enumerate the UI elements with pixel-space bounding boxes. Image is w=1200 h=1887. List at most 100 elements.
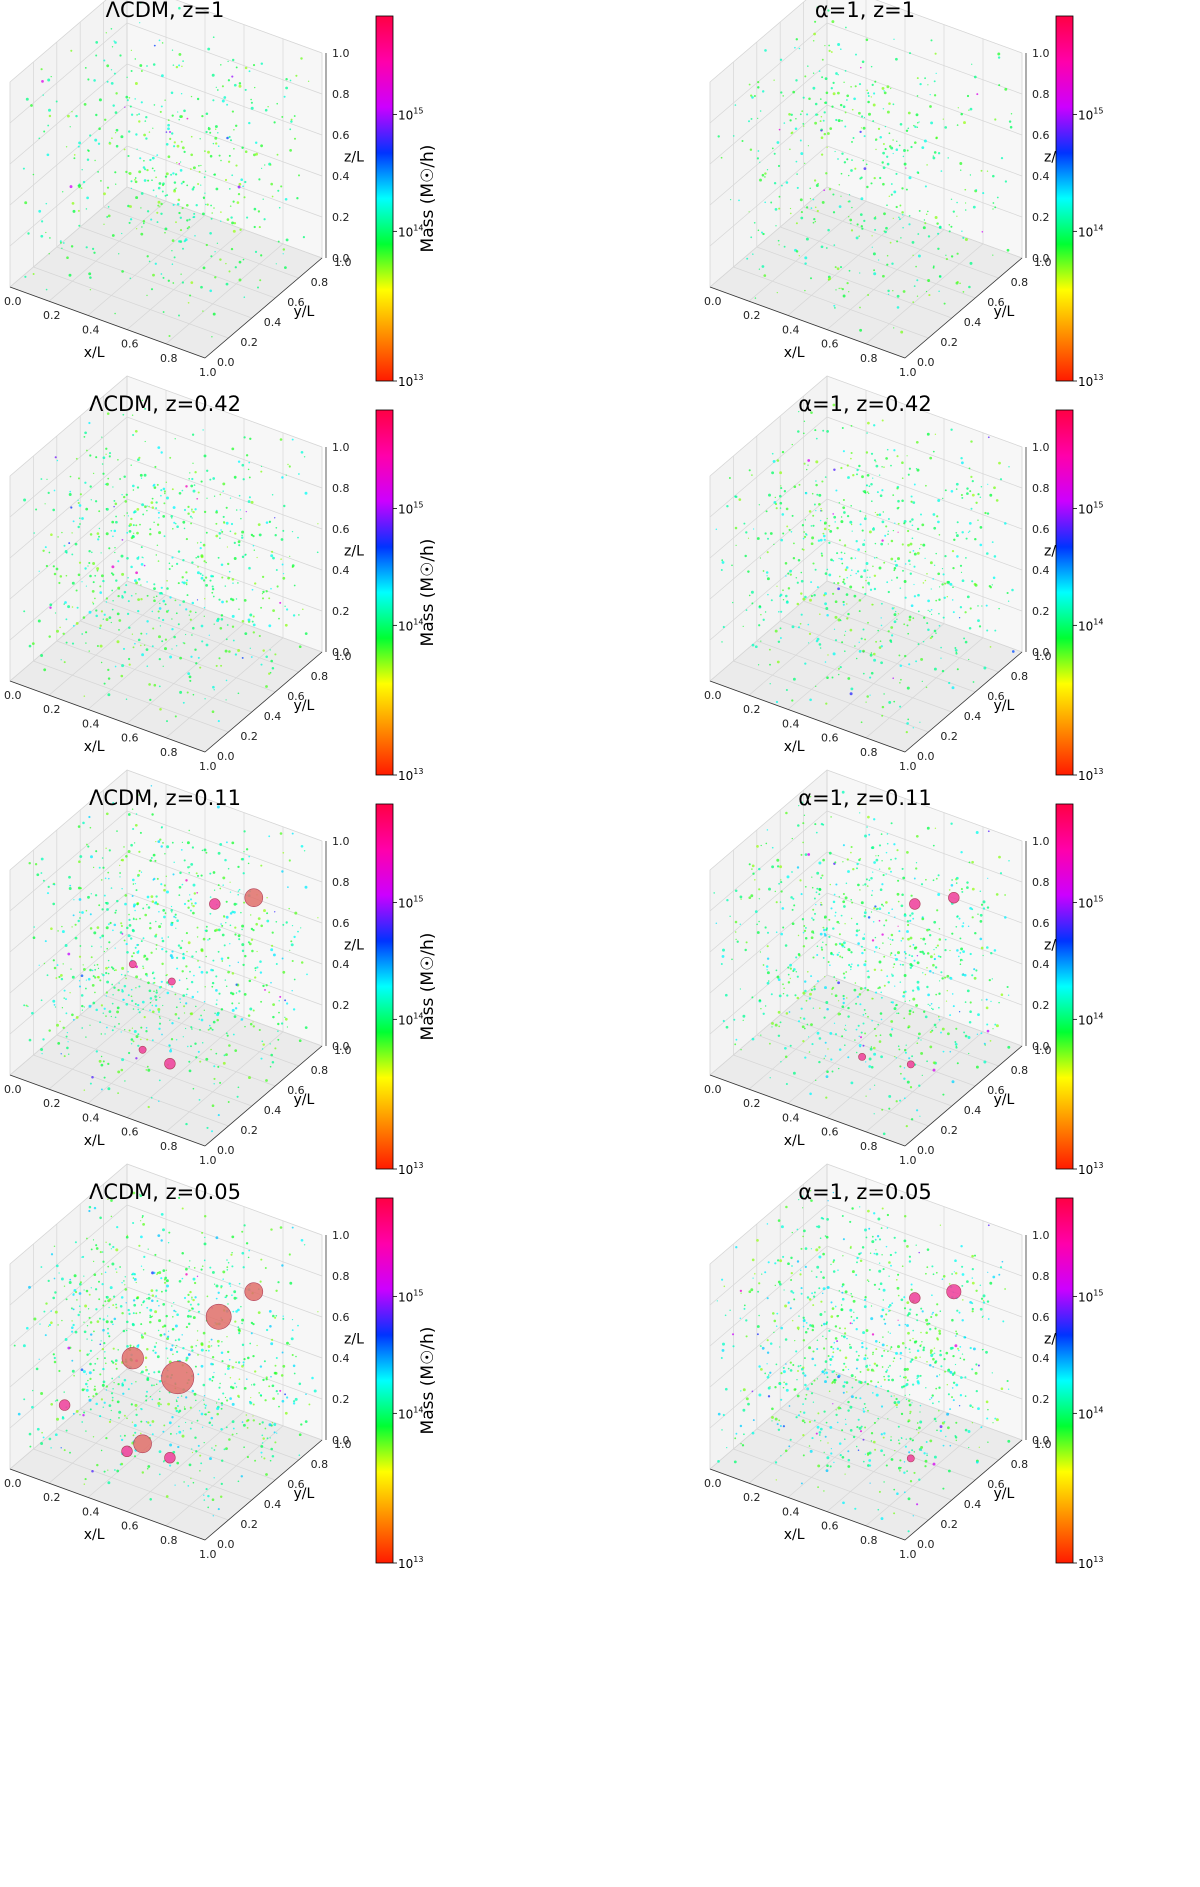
halo-point bbox=[193, 1267, 196, 1269]
halo-point bbox=[852, 474, 855, 477]
halo-point bbox=[273, 1371, 277, 1375]
halo-point bbox=[44, 1334, 47, 1337]
halo-point bbox=[104, 1300, 107, 1303]
halo-point bbox=[212, 36, 215, 39]
halo-point bbox=[89, 134, 92, 137]
halo-point bbox=[935, 993, 938, 996]
halo-point bbox=[252, 1021, 254, 1023]
halo-point bbox=[880, 991, 882, 994]
halo-point bbox=[145, 648, 149, 651]
halo-point bbox=[893, 607, 895, 609]
halo-point bbox=[924, 77, 926, 80]
halo-point bbox=[215, 1236, 219, 1240]
halo-point bbox=[210, 255, 213, 258]
halo-point bbox=[230, 597, 233, 601]
halo-point bbox=[819, 98, 822, 100]
halo-point bbox=[98, 1280, 100, 1283]
halo-point bbox=[202, 310, 204, 312]
halo-point bbox=[174, 1013, 178, 1016]
halo-point bbox=[812, 514, 815, 517]
halo-point bbox=[930, 588, 932, 590]
halo-point bbox=[112, 1304, 115, 1307]
halo-point bbox=[785, 1082, 788, 1086]
halo-point bbox=[802, 125, 805, 127]
halo-point bbox=[942, 1050, 945, 1053]
halo-point bbox=[893, 1007, 897, 1011]
halo-point bbox=[122, 1329, 126, 1333]
halo-point bbox=[137, 1044, 140, 1047]
halo-point bbox=[824, 476, 827, 478]
halo-point bbox=[190, 95, 193, 98]
halo-point bbox=[856, 468, 859, 472]
halo-point bbox=[1004, 522, 1007, 525]
y-tick-label: 0.4 bbox=[964, 710, 982, 723]
halo-point bbox=[902, 226, 904, 229]
halo-point bbox=[248, 496, 251, 499]
halo-point bbox=[117, 560, 120, 563]
halo-point bbox=[244, 954, 247, 958]
halo-point bbox=[182, 1430, 184, 1432]
halo-point bbox=[897, 900, 900, 903]
halo-point bbox=[231, 614, 235, 618]
halo-point bbox=[306, 973, 308, 976]
halo-point bbox=[232, 1427, 235, 1430]
halo-point bbox=[112, 994, 114, 996]
halo-point bbox=[86, 1325, 89, 1327]
halo-point bbox=[304, 885, 308, 889]
halo-point bbox=[828, 935, 831, 939]
halo-point bbox=[265, 685, 268, 688]
halo-point bbox=[885, 901, 888, 904]
halo-point bbox=[779, 627, 782, 630]
halo-point bbox=[848, 194, 851, 196]
halo-point bbox=[80, 1368, 84, 1372]
halo-point bbox=[815, 184, 819, 187]
halo-point bbox=[164, 175, 168, 178]
halo-point bbox=[832, 652, 836, 656]
halo-point bbox=[951, 993, 954, 995]
halo-point bbox=[102, 1012, 105, 1014]
halo-point bbox=[874, 936, 877, 939]
halo-point bbox=[193, 974, 195, 977]
halo-point bbox=[809, 698, 812, 702]
halo-point bbox=[857, 942, 860, 945]
halo-point bbox=[787, 587, 791, 590]
halo-point bbox=[77, 477, 81, 480]
halo-point bbox=[942, 573, 945, 576]
halo-point bbox=[271, 1338, 274, 1341]
halo-point bbox=[970, 475, 973, 479]
halo-point bbox=[926, 952, 930, 955]
halo-point bbox=[167, 1357, 169, 1359]
halo-point bbox=[906, 920, 910, 923]
halo-point bbox=[933, 667, 937, 671]
halo-point bbox=[887, 289, 890, 293]
halo-point bbox=[997, 52, 1001, 56]
halo-point bbox=[933, 920, 937, 924]
halo-point bbox=[23, 1004, 26, 1007]
halo-point bbox=[190, 1045, 192, 1048]
halo-point bbox=[198, 1099, 201, 1101]
halo-point bbox=[740, 1048, 742, 1051]
halo-point bbox=[203, 1394, 206, 1397]
halo-point bbox=[850, 222, 852, 225]
halo-point bbox=[125, 170, 128, 174]
halo-point bbox=[952, 1005, 955, 1008]
halo-point bbox=[805, 999, 808, 1002]
halo-point bbox=[203, 1499, 206, 1501]
halo-point bbox=[786, 875, 790, 879]
halo-point bbox=[71, 1320, 73, 1322]
large-halo bbox=[209, 898, 221, 910]
halo-point bbox=[247, 941, 250, 944]
halo-point bbox=[785, 575, 787, 577]
halo-point bbox=[211, 73, 215, 77]
halo-point bbox=[141, 503, 145, 507]
halo-point bbox=[775, 969, 778, 972]
halo-point bbox=[84, 1304, 88, 1308]
halo-point bbox=[237, 1328, 241, 1332]
halo-point bbox=[826, 430, 829, 433]
halo-point bbox=[961, 461, 964, 465]
colorbar-tick-label: 1013 bbox=[1078, 1161, 1103, 1177]
halo-point bbox=[777, 1034, 781, 1038]
halo-point bbox=[105, 32, 107, 34]
halo-point bbox=[171, 49, 174, 51]
